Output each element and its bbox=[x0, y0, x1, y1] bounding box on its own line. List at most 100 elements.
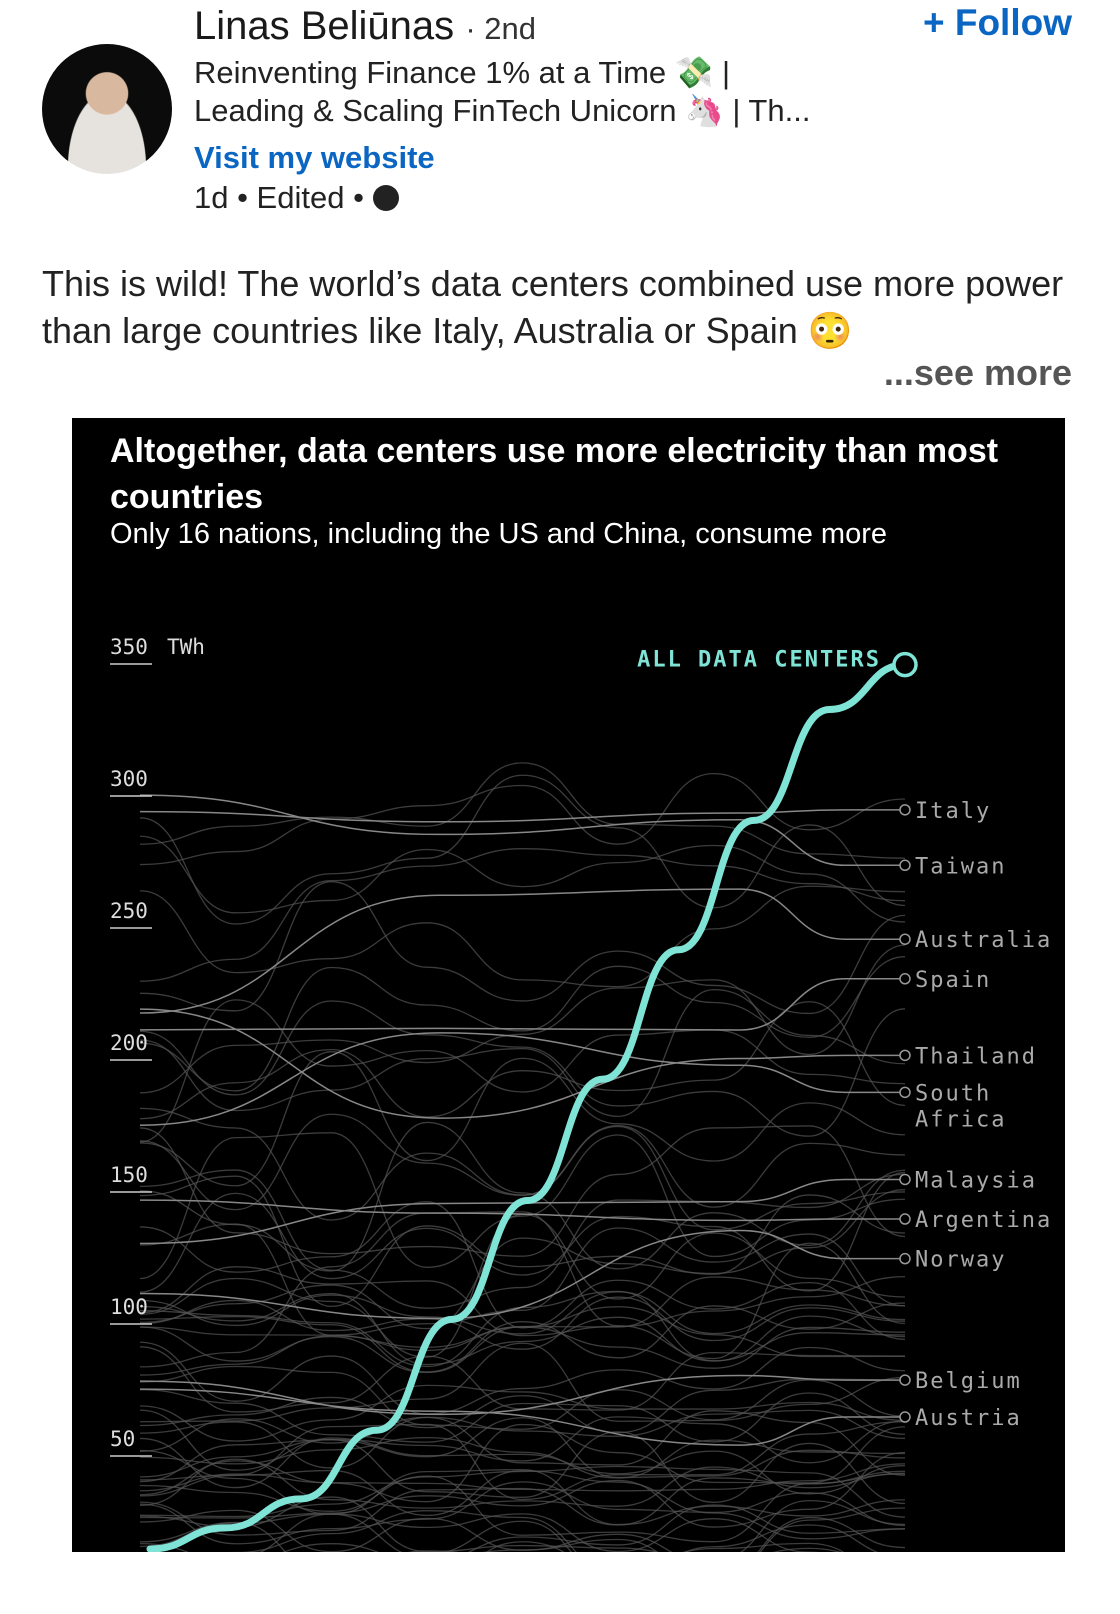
country-line bbox=[139, 1378, 906, 1434]
country-line-belgium bbox=[139, 1374, 901, 1416]
country-line bbox=[139, 774, 906, 925]
country-line bbox=[485, 1541, 845, 1552]
connection-degree: · 2nd bbox=[465, 11, 536, 46]
country-line bbox=[139, 1211, 906, 1368]
country-line bbox=[139, 999, 906, 1143]
country-line-austria bbox=[139, 1388, 901, 1446]
headline-line: Reinventing Finance 1% at a Time 💸 | bbox=[194, 55, 731, 90]
country-marker bbox=[899, 1374, 911, 1386]
country-line bbox=[139, 1326, 906, 1376]
country-line bbox=[139, 1410, 906, 1476]
chart-plot: Italy Taiwan Australia Spain Thailand South Af… bbox=[110, 635, 1052, 1552]
country-line bbox=[139, 1470, 906, 1536]
globe-icon bbox=[372, 185, 399, 211]
country-line-thailand bbox=[139, 1008, 901, 1119]
country-line bbox=[139, 1431, 906, 1505]
country-line bbox=[139, 1389, 906, 1443]
country-line bbox=[139, 1293, 906, 1366]
country-line bbox=[139, 1469, 906, 1540]
country-line bbox=[139, 1113, 906, 1231]
country-line-spain bbox=[139, 978, 901, 1031]
post-meta: 1d • Edited • bbox=[194, 180, 399, 216]
country-line-malaysia bbox=[139, 1178, 901, 1245]
country-line bbox=[139, 956, 906, 1092]
country-label: South Africa bbox=[915, 1081, 1006, 1132]
country-line bbox=[139, 1437, 906, 1495]
country-line bbox=[139, 835, 906, 923]
country-label: Argentina bbox=[915, 1208, 1052, 1233]
country-line bbox=[139, 1346, 906, 1413]
country-marker bbox=[899, 1086, 911, 1099]
follow-button[interactable]: + Follow bbox=[922, 2, 1072, 43]
country-line-argentina bbox=[139, 1199, 901, 1222]
country-label: Austria bbox=[915, 1406, 1022, 1431]
avatar[interactable] bbox=[42, 44, 172, 174]
country-line bbox=[139, 1417, 906, 1483]
country-marker bbox=[899, 1411, 911, 1423]
data-centers-label: ALL DATA CENTERS bbox=[637, 648, 881, 673]
country-line bbox=[139, 1365, 906, 1430]
chart-image[interactable]: Altogether, data centers use more electr… bbox=[72, 418, 1065, 1552]
chart-title: Altogether, data centers use more electr… bbox=[110, 432, 999, 516]
country-line bbox=[139, 1504, 906, 1552]
author-name[interactable]: Linas Beliūnas · 2nd bbox=[194, 4, 536, 49]
country-marker bbox=[899, 1173, 911, 1186]
country-marker bbox=[899, 973, 911, 985]
country-line bbox=[139, 1266, 906, 1337]
country-line bbox=[139, 848, 906, 982]
country-marker bbox=[899, 804, 911, 816]
country-line bbox=[441, 1520, 572, 1552]
country-marker bbox=[899, 1213, 911, 1225]
country-line-taiwan bbox=[139, 794, 901, 867]
country-line bbox=[139, 1189, 906, 1330]
country-label: Belgium bbox=[915, 1369, 1022, 1394]
y-tick-label: 350 bbox=[110, 635, 148, 659]
country-line bbox=[139, 988, 906, 1118]
country-marker bbox=[899, 933, 911, 945]
country-line bbox=[139, 1342, 906, 1423]
country-line bbox=[258, 1513, 819, 1552]
visit-website-link[interactable]: Visit my website bbox=[194, 140, 435, 175]
country-line bbox=[139, 885, 906, 988]
chart-subtitle: Only 16 nations, including the US and Ch… bbox=[110, 518, 887, 550]
data-centers-end-marker bbox=[892, 651, 918, 678]
country-label: Malaysia bbox=[915, 1168, 1037, 1193]
country-line bbox=[139, 1451, 906, 1528]
country-marker bbox=[899, 1049, 911, 1062]
country-line bbox=[139, 1436, 906, 1479]
country-line-australia bbox=[139, 888, 901, 1014]
country-label: Thailand bbox=[915, 1044, 1037, 1069]
country-line-italy bbox=[139, 809, 901, 823]
country-line bbox=[228, 1507, 906, 1552]
country-line bbox=[139, 1169, 906, 1309]
y-tick-label: 250 bbox=[110, 899, 148, 923]
post-time: 1d • Edited • bbox=[194, 180, 364, 215]
country-line-south-africa bbox=[139, 1032, 901, 1127]
author-headline: Reinventing Finance 1% at a Time 💸 | Lea… bbox=[194, 54, 894, 130]
y-tick-label: 50 bbox=[110, 1427, 135, 1451]
y-tick-label: 300 bbox=[110, 767, 148, 791]
country-label: Norway bbox=[915, 1248, 1006, 1273]
country-line bbox=[139, 1000, 906, 1137]
country-line bbox=[139, 1481, 906, 1545]
country-label: Taiwan bbox=[915, 854, 1006, 879]
country-line bbox=[139, 1302, 906, 1373]
country-line bbox=[139, 1296, 906, 1350]
country-line bbox=[139, 1509, 841, 1552]
country-line bbox=[139, 1175, 906, 1308]
country-line-norway bbox=[139, 1229, 901, 1320]
data-centers-line bbox=[146, 661, 909, 1552]
country-line bbox=[139, 772, 906, 866]
country-line bbox=[139, 1121, 906, 1272]
country-label: Australia bbox=[915, 928, 1052, 953]
country-line bbox=[139, 1001, 906, 1120]
y-tick-label: 150 bbox=[110, 1163, 148, 1187]
country-line bbox=[139, 1341, 906, 1415]
country-line bbox=[139, 1465, 906, 1518]
post-text: This is wild! The world’s data centers c… bbox=[42, 263, 1064, 351]
country-line bbox=[139, 944, 906, 1094]
country-line bbox=[139, 1421, 906, 1501]
see-more-link[interactable]: ...see more bbox=[883, 352, 1072, 393]
headline-line: Leading & Scaling FinTech Unicorn 🦄 | Th… bbox=[194, 93, 811, 128]
country-line bbox=[139, 881, 906, 1015]
